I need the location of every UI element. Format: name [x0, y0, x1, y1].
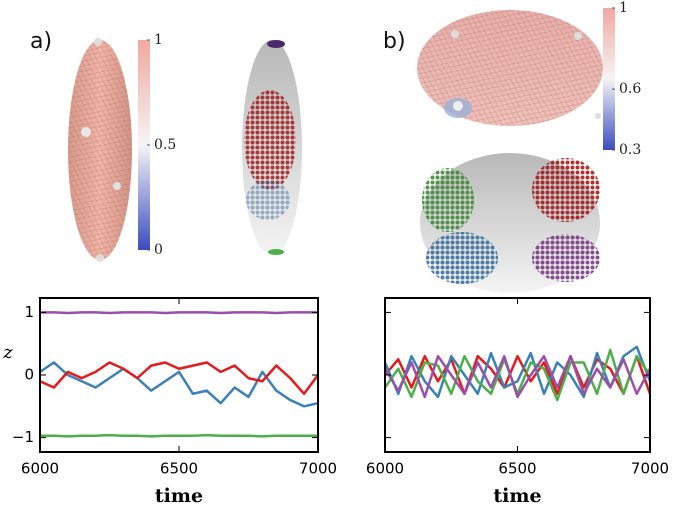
render-b-particles [420, 153, 600, 293]
colorbar-tick-label: 1 [154, 32, 163, 48]
colorbar-tick-label: 0.5 [154, 137, 176, 153]
y-axis-label: z [2, 342, 13, 363]
data-line [39, 361, 320, 396]
x-tick-label: 7000 [299, 460, 337, 478]
data-line [40, 311, 318, 315]
plot-frame [39, 297, 319, 453]
data-line [383, 354, 652, 399]
render-b-surface [417, 10, 603, 126]
colorbar-tick-label: 1 [619, 0, 628, 16]
plot-frame [384, 297, 651, 453]
x-tick-label: 6000 [366, 460, 404, 478]
render-a-surface [68, 38, 132, 262]
data-line [39, 361, 319, 408]
x-axis-label: time [493, 485, 541, 507]
x-tick-label: 6500 [498, 460, 536, 478]
colorbar-tick-label: 0 [154, 242, 163, 258]
data-line [383, 345, 652, 399]
x-axis-label: time [155, 485, 203, 507]
panel-label: a) [30, 29, 52, 54]
colorbar [603, 8, 615, 150]
data-line [40, 433, 318, 438]
colorbar-tick-label: 0.6 [619, 81, 641, 97]
x-tick-label: 7000 [631, 460, 669, 478]
y-tick-label: 1 [24, 303, 34, 321]
y-tick-label: 0 [24, 366, 34, 384]
panel-label: b) [383, 29, 406, 54]
x-tick-label: 6000 [21, 460, 59, 478]
colorbar-tick-label: 0.3 [619, 142, 641, 158]
y-tick-label: −1 [12, 428, 34, 446]
colorbar [138, 40, 150, 250]
render-a-particles [242, 40, 302, 256]
x-tick-label: 6500 [160, 460, 198, 478]
